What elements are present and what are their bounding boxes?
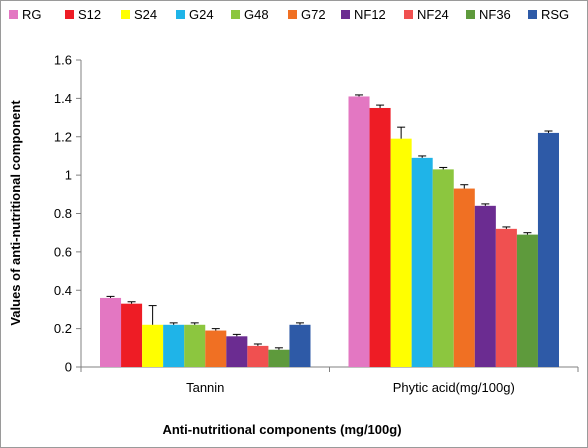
y-tick-label: 0.6 <box>54 244 72 259</box>
bar <box>453 188 475 367</box>
bar <box>411 157 433 367</box>
legend-label: RSG <box>541 7 569 22</box>
bar <box>390 138 412 367</box>
legend-swatch <box>231 10 240 19</box>
bar <box>268 349 290 367</box>
y-tick-label: 1.2 <box>54 129 72 144</box>
bar <box>348 96 370 368</box>
y-axis-title: Values of anti-nutritional component <box>8 100 23 326</box>
y-tick-label: 1 <box>65 168 72 183</box>
bar <box>537 132 559 367</box>
bar <box>289 324 311 367</box>
legend-swatch <box>341 10 350 19</box>
bar <box>432 169 454 367</box>
x-axis: Tannin Phytic acid(mg/100g) <box>80 366 579 395</box>
legend: RG S12 S24 G24 G48 G72 NF12 NF24 NF36 RSG <box>9 7 569 22</box>
bar <box>184 324 206 367</box>
legend-swatch <box>121 10 130 19</box>
bar <box>247 345 269 367</box>
bar <box>226 336 248 367</box>
legend-label: NF24 <box>417 7 449 22</box>
y-axis: 0 0.2 0.4 0.6 0.8 1 1.2 1.4 1.6 <box>54 53 82 375</box>
legend-label: NF36 <box>479 7 511 22</box>
legend-label: NF12 <box>354 7 386 22</box>
bars <box>100 94 559 368</box>
y-tick-label: 0.2 <box>54 321 72 336</box>
legend-label: G24 <box>189 7 214 22</box>
legend-swatch <box>9 10 18 19</box>
legend-swatch <box>404 10 413 19</box>
legend-label: G72 <box>301 7 326 22</box>
bar <box>495 228 517 367</box>
category-label: Tannin <box>186 380 224 395</box>
category-label: Phytic acid(mg/100g) <box>393 380 515 395</box>
legend-swatch <box>176 10 185 19</box>
bar <box>121 303 143 367</box>
bar <box>142 324 164 367</box>
legend-swatch <box>528 10 537 19</box>
x-axis-title: Anti-nutritional components (mg/100g) <box>162 422 401 437</box>
y-tick-label: 0.8 <box>54 206 72 221</box>
bar <box>369 107 391 367</box>
y-tick-label: 1.4 <box>54 91 72 106</box>
bar <box>205 330 227 367</box>
legend-label: G48 <box>244 7 269 22</box>
bar <box>100 297 122 367</box>
legend-swatch <box>466 10 475 19</box>
legend-label: S24 <box>134 7 157 22</box>
y-tick-label: 0 <box>65 360 72 375</box>
y-tick-label: 1.6 <box>54 53 72 68</box>
legend-swatch <box>65 10 74 19</box>
legend-label: RG <box>22 7 42 22</box>
bar <box>474 205 496 367</box>
bar <box>163 324 185 367</box>
bar <box>516 234 538 367</box>
legend-swatch <box>288 10 297 19</box>
y-tick-label: 0.4 <box>54 283 72 298</box>
legend-label: S12 <box>78 7 101 22</box>
